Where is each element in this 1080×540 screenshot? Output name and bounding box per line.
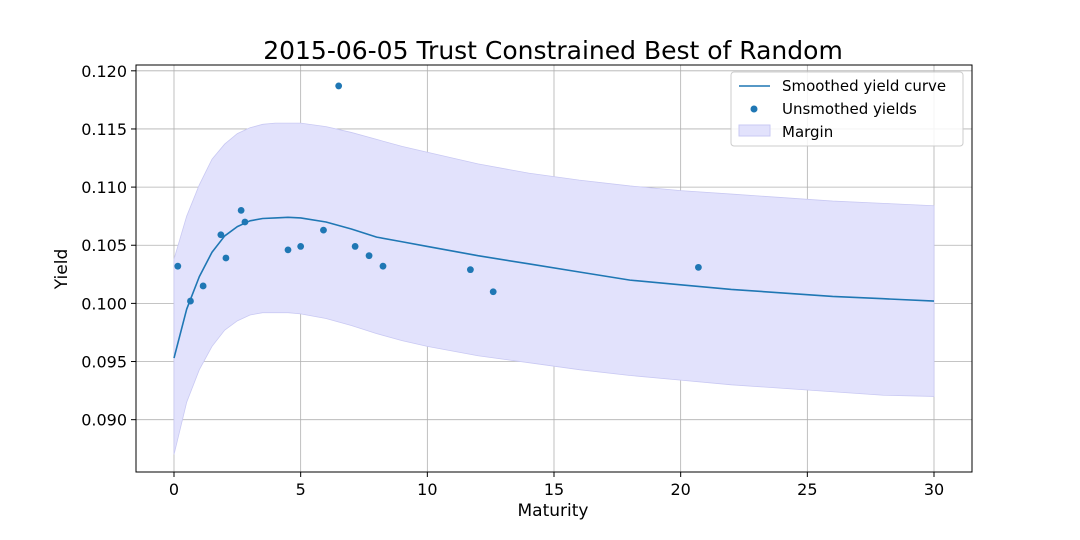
- y-tick-label: 0.110: [81, 178, 127, 197]
- legend-label-curve: Smoothed yield curve: [782, 77, 946, 95]
- unsmoothed-yield-point: [241, 218, 249, 226]
- unsmoothed-yield-point: [379, 262, 387, 270]
- x-tick-label: 10: [417, 480, 437, 499]
- legend-label-margin: Margin: [782, 123, 833, 141]
- y-tick-label: 0.100: [81, 294, 127, 313]
- y-axis-label: Yield: [52, 249, 72, 290]
- y-axis-ticks: 0.090 0.095 0.100 0.105 0.110 0.115 0.120: [81, 62, 136, 430]
- smoothed-curve-layer: [173, 216, 935, 359]
- unsmoothed-yield-point: [284, 246, 292, 254]
- unsmoothed-yield-point: [174, 262, 182, 270]
- legend-box: [730, 71, 964, 147]
- unsmoothed-yield-point: [365, 252, 373, 260]
- x-tick-label: 5: [296, 480, 306, 499]
- unsmoothed-yield-point: [351, 243, 359, 250]
- smoothed-yield-curve: [173, 216, 935, 359]
- y-tick-label: 0.115: [81, 120, 127, 139]
- legend: Smoothed yield curve Unsmothed yields Ma…: [730, 71, 964, 147]
- margin-band: [173, 122, 935, 455]
- unsmoothed-yield-point: [489, 288, 497, 296]
- legend-label-points: Unsmothed yields: [782, 100, 917, 118]
- y-tick-label: 0.105: [81, 236, 127, 255]
- margin-band-layer: [173, 122, 935, 455]
- unsmoothed-yield-point: [222, 254, 230, 262]
- x-tick-label: 30: [924, 480, 944, 499]
- x-tick-label: 15: [544, 480, 564, 499]
- x-tick-label: 20: [670, 480, 690, 499]
- unsmoothed-yield-point: [199, 282, 207, 290]
- unsmoothed-yield-point: [237, 206, 245, 214]
- unsmoothed-yield-point: [217, 231, 225, 239]
- y-tick-label: 0.095: [81, 353, 127, 372]
- unsmoothed-yield-point: [187, 297, 194, 305]
- unsmoothed-yield-point: [695, 263, 702, 271]
- x-tick-label: 25: [797, 480, 817, 499]
- x-axis-ticks: 0 5 10 15 20 25 30: [169, 472, 944, 499]
- chart-title: 2015-06-05 Trust Constrained Best of Ran…: [263, 36, 843, 65]
- x-axis-label: Maturity: [518, 501, 589, 521]
- y-tick-label: 0.090: [81, 411, 127, 430]
- y-tick-label: 0.120: [81, 62, 127, 81]
- unsmoothed-yield-point: [467, 266, 474, 274]
- unsmoothed-yield-point: [320, 226, 327, 234]
- unsmoothed-yield-point: [335, 82, 343, 90]
- unsmoothed-points-layer: [174, 82, 702, 305]
- legend-swatch-margin: [738, 124, 771, 137]
- x-tick-label: 0: [169, 480, 179, 499]
- unsmoothed-yield-point: [297, 243, 305, 250]
- legend-swatch-points: [750, 105, 758, 113]
